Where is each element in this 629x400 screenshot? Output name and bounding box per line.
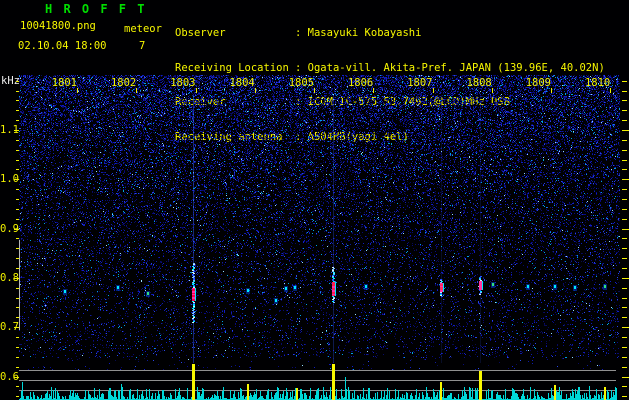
- time-tick-label: 1807: [407, 77, 433, 89]
- freq-tick-label: 1.0: [0, 173, 19, 186]
- observation-datetime: 02.10.04 18:00: [18, 40, 107, 52]
- freq-tick-label: 0.6: [0, 370, 19, 383]
- time-tick-label: 1804: [229, 77, 255, 89]
- freq-tick-label: 0.7: [0, 321, 19, 334]
- time-tick-label: 1809: [525, 77, 551, 89]
- info-label: Observer: [175, 27, 226, 39]
- time-tick-label: 1802: [110, 77, 137, 89]
- info-row-location: Receiving Location: Ogata-vill. Akita-Pr…: [175, 61, 605, 74]
- time-tick-label: 1808: [466, 77, 492, 89]
- output-filename: 10041800.png: [20, 20, 96, 32]
- freq-tick-label: 1.1: [0, 124, 19, 136]
- time-tick-label: 1810: [584, 77, 611, 89]
- app-title: H R O F F T: [45, 2, 147, 16]
- time-tick-label: 1806: [347, 77, 374, 89]
- info-row-observer: Observer: Masayuki Kobayashi: [175, 27, 422, 39]
- info-value: Ogata-vill. Akita-Pref. JAPAN (139.96E, …: [307, 61, 605, 74]
- spectrogram-canvas: [0, 75, 629, 400]
- time-tick-label: 1803: [170, 77, 196, 89]
- freq-tick-label: 0.9: [0, 222, 19, 235]
- freq-tick-label: 0.8: [0, 271, 19, 284]
- info-label: Receiving Location: [175, 61, 289, 74]
- time-tick-label: 1801: [51, 77, 77, 89]
- meteor-count: 7: [139, 40, 146, 52]
- mode-label: meteor: [124, 23, 162, 35]
- info-value: Masayuki Kobayashi: [307, 27, 422, 39]
- time-tick-label: 1805: [288, 77, 314, 89]
